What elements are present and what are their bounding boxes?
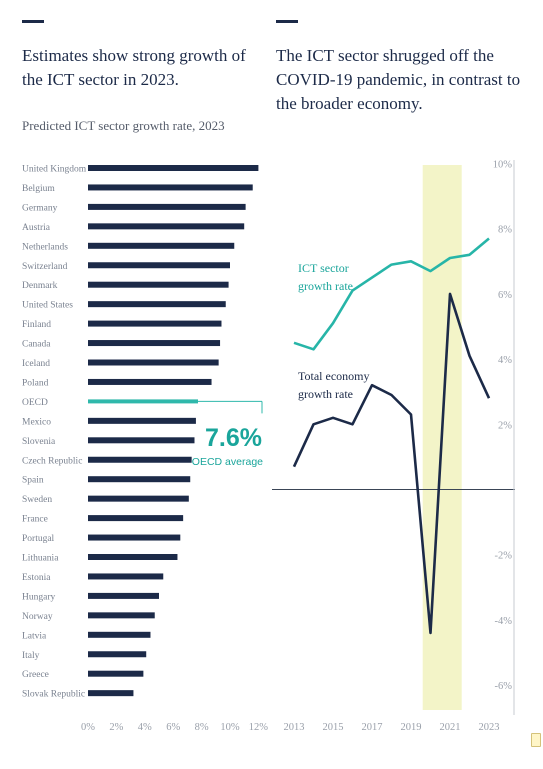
left-chart-title: Estimates show strong growth of the ICT … <box>22 46 246 89</box>
y-tick-label: 2% <box>498 420 512 431</box>
economy-series-label-line1: Total economy <box>298 369 369 383</box>
x-tick-label: 12% <box>249 722 269 733</box>
bar-category-label: OECD <box>22 398 48 408</box>
bar-category-label: Latvia <box>22 631 47 641</box>
bar-category-label: Netherlands <box>22 242 68 252</box>
x-tick-label: 2015 <box>323 722 344 733</box>
bar <box>88 690 134 697</box>
x-tick-label: 2023 <box>479 722 500 733</box>
bar <box>88 359 219 366</box>
y-tick-label: 10% <box>493 160 513 171</box>
bar <box>88 554 178 560</box>
x-tick-label: 6% <box>166 722 180 733</box>
right-chart-title: The ICT sector shrugged off the COVID-19… <box>276 46 521 113</box>
bar-category-label: Poland <box>22 378 49 388</box>
economy-series-label-line2: growth rate <box>298 387 353 401</box>
bar <box>88 223 245 230</box>
bar <box>88 262 230 269</box>
bar-category-label: Iceland <box>22 359 50 369</box>
bar <box>88 573 164 580</box>
bar <box>88 417 196 424</box>
bar <box>88 515 184 522</box>
oecd-average-caption: OECD average <box>192 456 263 468</box>
bar <box>88 301 226 308</box>
bar-category-label: United Kingdom <box>22 165 87 175</box>
bar-category-label: Slovak Republic <box>22 690 85 700</box>
bar <box>88 281 229 288</box>
bar <box>88 534 181 541</box>
bar-category-label: Norway <box>22 612 53 622</box>
bar <box>88 437 195 444</box>
bar-category-label: United States <box>22 301 73 311</box>
bar <box>88 592 159 599</box>
x-tick-label: 10% <box>220 722 240 733</box>
bar-category-label: Italy <box>22 651 40 661</box>
bar <box>88 670 144 677</box>
y-tick-label: 4% <box>498 355 512 366</box>
bar <box>88 612 155 619</box>
bar-category-label: Greece <box>22 670 49 680</box>
bar-category-label: Denmark <box>22 281 58 291</box>
right-accent-bar <box>276 20 298 23</box>
y-tick-label: -4% <box>495 616 513 627</box>
bar <box>88 378 212 385</box>
y-tick-label: 8% <box>498 225 512 236</box>
left-accent-bar <box>22 20 44 23</box>
bar-category-label: Estonia <box>22 573 51 583</box>
bar-category-label: France <box>22 515 48 525</box>
bar-category-label: Hungary <box>22 592 55 602</box>
document-icon <box>531 733 541 747</box>
bar-category-label: Sweden <box>22 495 52 505</box>
bar-category-label: Austria <box>22 223 51 233</box>
bar-category-label: Portugal <box>22 534 55 544</box>
bar-category-label: Finland <box>22 320 51 330</box>
ict-series-label-line2: growth rate <box>298 279 353 293</box>
x-tick-label: 0% <box>81 722 95 733</box>
x-tick-label: 2% <box>109 722 123 733</box>
bar <box>88 651 147 658</box>
ict-series-label-line1: ICT sector <box>298 261 349 275</box>
bar <box>88 476 191 483</box>
bar-category-label: Lithuania <box>22 554 59 564</box>
bar <box>88 184 253 191</box>
bar <box>88 495 189 502</box>
bar <box>88 165 259 171</box>
oecd-reference-bar <box>88 399 198 404</box>
x-tick-label: 2019 <box>401 722 422 733</box>
bar-category-label: Czech Republic <box>22 456 82 466</box>
bar <box>88 242 235 249</box>
x-tick-label: 2021 <box>440 722 461 733</box>
bar-category-label: Belgium <box>22 184 55 194</box>
bar-category-label: Mexico <box>22 417 51 427</box>
bar <box>88 203 246 210</box>
y-tick-label: -6% <box>495 681 513 692</box>
left-chart-subtitle: Predicted ICT sector growth rate, 2023 <box>22 118 225 133</box>
ict-sector-line <box>293 237 490 351</box>
x-tick-label: 8% <box>195 722 209 733</box>
bar <box>88 320 222 327</box>
bar <box>88 631 151 638</box>
x-tick-label: 2017 <box>362 722 383 733</box>
bar <box>88 340 221 347</box>
x-tick-label: 4% <box>138 722 152 733</box>
bar-category-label: Slovenia <box>22 437 56 447</box>
bar-category-label: Canada <box>22 340 51 350</box>
y-tick-label: -2% <box>495 551 513 562</box>
bar-category-label: Spain <box>22 476 44 486</box>
x-tick-label: 2013 <box>284 722 305 733</box>
total-economy-line <box>292 292 491 635</box>
bar-category-label: Germany <box>22 203 58 213</box>
bar <box>88 456 192 463</box>
oecd-average-value: 7.6% <box>205 424 262 452</box>
bar-category-label: Switzerland <box>22 262 68 272</box>
y-tick-label: 6% <box>498 290 512 301</box>
